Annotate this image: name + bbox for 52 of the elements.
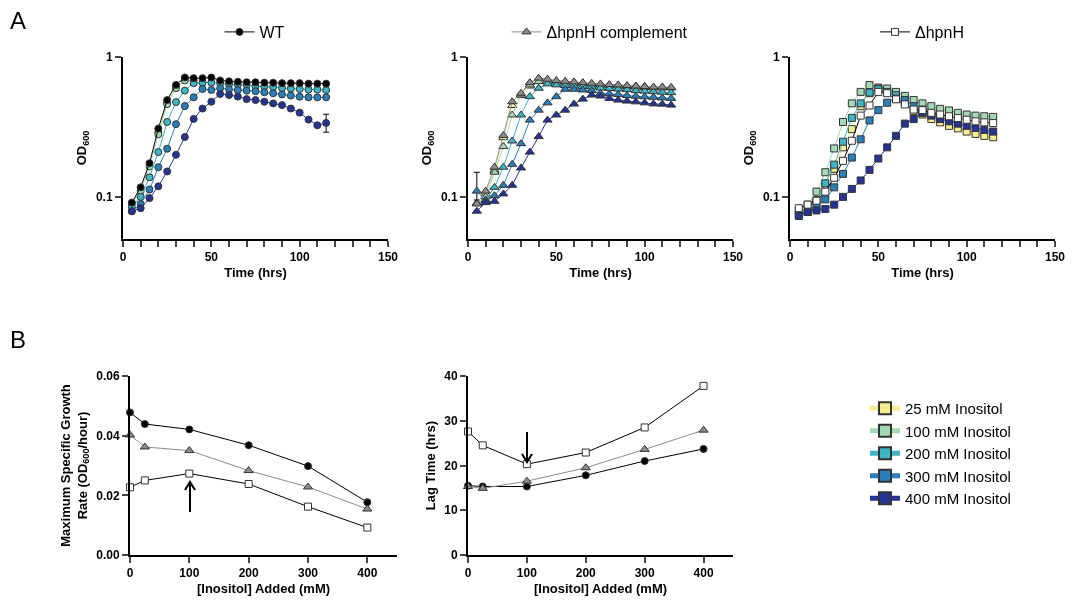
x-axis-title: Time (hrs): [224, 264, 287, 280]
x-tick-label: 200: [575, 566, 597, 581]
x-tick-label: 0: [464, 566, 472, 581]
y-tick-label: 20: [444, 458, 458, 473]
text: A: [10, 7, 27, 34]
y-tick-label: 1: [772, 50, 780, 65]
y-tick-label: 30: [444, 413, 458, 428]
x-tick-label: 100: [634, 250, 655, 265]
x-tick-label: 100: [956, 250, 977, 265]
y-tick-label: 0.06: [96, 369, 120, 384]
x-axis-title: [Inositol] Added (mM): [533, 580, 668, 596]
text: B: [10, 326, 27, 353]
y-tick-label: 0: [450, 548, 458, 563]
x-tick-label: 0: [464, 250, 472, 265]
x-axis-title: [Inositol] Added (mM): [196, 580, 331, 596]
x-axis-title: Time (hrs): [569, 264, 632, 280]
y-tick-label: 1: [450, 50, 458, 65]
x-tick-label: 50: [204, 250, 219, 265]
x-tick-label: 150: [377, 250, 399, 265]
legend-label: 400 mM Inositol: [905, 490, 1011, 508]
x-tick-label: 150: [722, 250, 744, 265]
x-tick-label: 50: [871, 250, 886, 265]
x-tick-label: 0: [126, 566, 134, 581]
y-tick-label: 0.1: [440, 190, 458, 205]
y-axis-title: Lag Time (hrs): [422, 420, 438, 511]
y-tick-label: 10: [444, 503, 458, 518]
x-tick-label: 300: [297, 566, 319, 581]
x-tick-label: 300: [634, 566, 655, 581]
legend-label: WT: [259, 24, 285, 42]
legend-label: 300 mM Inositol: [905, 467, 1011, 485]
y-tick-label: 40: [444, 369, 458, 384]
y-tick-label: 0.04: [96, 428, 120, 443]
legend-label: ΔhpnH: [915, 24, 964, 42]
x-tick-label: 100: [179, 566, 200, 581]
y-tick-label: 0.1: [762, 190, 780, 205]
x-tick-label: 50: [549, 250, 564, 265]
x-axis-title: Time (hrs): [891, 264, 954, 280]
x-tick-label: 400: [693, 566, 714, 581]
legend-label: 25 mM Inositol: [905, 400, 1003, 418]
legend-label: 200 mM Inositol: [905, 445, 1011, 463]
x-tick-label: 200: [238, 566, 259, 581]
x-tick-label: 400: [357, 566, 378, 581]
y-tick-label: 1: [105, 50, 113, 65]
legend-label: 100 mM Inositol: [905, 422, 1011, 440]
y-tick-label: 0.1: [95, 190, 113, 205]
x-tick-label: 0: [786, 250, 794, 265]
y-tick-label: 0.02: [96, 488, 120, 503]
x-tick-label: 100: [516, 566, 538, 581]
x-tick-label: 100: [289, 250, 310, 265]
x-tick-label: 150: [1044, 250, 1066, 265]
y-tick-label: 0.00: [96, 548, 120, 563]
legend-label: ΔhpnH complement: [546, 24, 688, 42]
